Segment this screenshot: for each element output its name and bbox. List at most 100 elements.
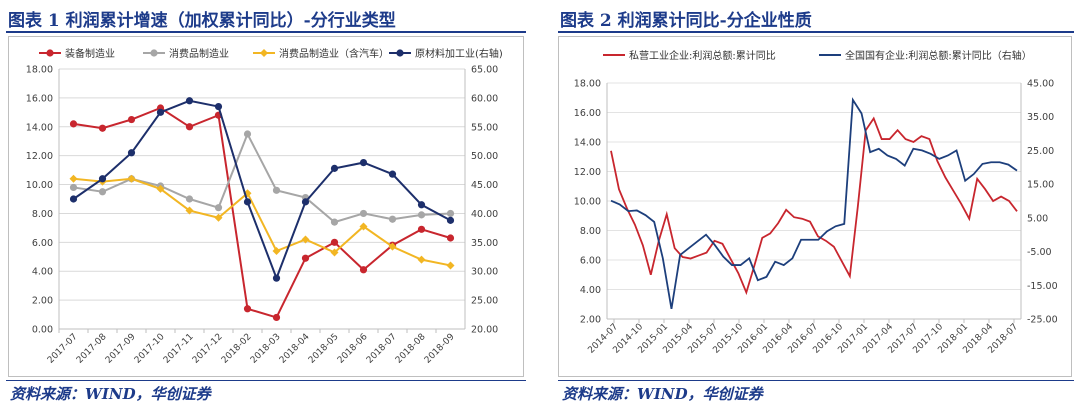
series-1-point bbox=[417, 225, 426, 233]
series-4-point bbox=[417, 201, 426, 209]
right-axis-tick-label: 40.00 bbox=[471, 209, 498, 220]
series-3-point bbox=[301, 235, 310, 244]
series-3-point bbox=[185, 206, 194, 215]
series-2-point bbox=[214, 204, 223, 212]
x-axis-tick-label: 2017-10 bbox=[133, 332, 167, 366]
series-4-point bbox=[98, 175, 107, 183]
chart-2-source: 资料来源：WIND，华创证券 bbox=[562, 385, 763, 403]
legend-label: 原材料加工业(右轴) bbox=[415, 47, 503, 60]
right-axis-tick-label: 50.00 bbox=[471, 151, 498, 162]
x-axis-tick-label: 2018-02 bbox=[220, 332, 254, 366]
series-4-point bbox=[330, 164, 339, 172]
left-axis-tick-label: 2.00 bbox=[32, 296, 53, 307]
series-1-point bbox=[446, 234, 455, 242]
x-axis-tick-label: 2017-09 bbox=[104, 332, 138, 366]
left-axis-tick-label: 4.00 bbox=[32, 267, 53, 278]
right-axis-tick-label: 25.00 bbox=[1027, 146, 1054, 157]
series-1-point bbox=[98, 124, 107, 132]
left-axis-tick-label: 0.00 bbox=[32, 325, 53, 336]
chart-1-svg: 0.00 2.00 4.00 6.00 8.00 10.00 12.00 14.00 16.00… bbox=[26, 47, 503, 366]
x-axis-tick-label: 2018-08 bbox=[394, 332, 428, 366]
chart-1-source: 资料来源：WIND，华创证券 bbox=[10, 385, 211, 403]
chart-1-title-rule bbox=[6, 31, 526, 33]
series-line-2 bbox=[610, 97, 1018, 310]
x-axis-tick-label: 2018-07 bbox=[365, 332, 399, 366]
left-axis-tick-label: 18.00 bbox=[26, 65, 53, 76]
series-3-point bbox=[330, 248, 339, 257]
series-4-point bbox=[156, 108, 165, 116]
series-line-3 bbox=[73, 177, 451, 267]
series-3-point bbox=[272, 247, 281, 255]
right-axis-tick-label: 60.00 bbox=[471, 93, 498, 104]
series-3-point bbox=[69, 174, 78, 183]
legend-swatch-marker bbox=[150, 49, 158, 57]
right-axis-tick-label: 45.00 bbox=[1027, 79, 1054, 90]
series-4-point bbox=[301, 198, 310, 206]
right-axis-tick-label: 35.00 bbox=[471, 238, 498, 249]
series-2-point bbox=[417, 211, 426, 219]
series-4-point bbox=[446, 216, 455, 224]
series-2-point bbox=[359, 209, 368, 218]
series-1-point bbox=[359, 266, 368, 274]
chart-2-title: 图表 2 利润累计同比-分企业性质 bbox=[560, 11, 812, 31]
legend-swatch-marker bbox=[46, 49, 54, 57]
right-axis-tick-label: 35.00 bbox=[1027, 112, 1054, 123]
chart-2-frame: 2.00 4.00 6.00 8.00 10.00 12.00 14.00 16.00 18.0… bbox=[558, 36, 1072, 377]
series-line-4 bbox=[72, 99, 451, 281]
series-4-point bbox=[243, 198, 252, 206]
x-axis-tick-label: 2018-06 bbox=[336, 332, 370, 366]
left-axis-tick-label: 14.00 bbox=[26, 122, 53, 133]
right-axis-tick-label: 15.00 bbox=[1027, 180, 1054, 191]
x-axis-tick-label: 2018-09 bbox=[423, 332, 457, 366]
series-4-point bbox=[69, 195, 78, 203]
series-2-point bbox=[388, 215, 397, 223]
series-1-point bbox=[127, 115, 136, 124]
left-axis-tick-label: 8.00 bbox=[580, 226, 601, 237]
left-axis-tick-label: 6.00 bbox=[580, 256, 601, 267]
left-axis-tick-label: 14.00 bbox=[574, 138, 601, 149]
series-line-1 bbox=[610, 116, 1018, 296]
series-4-point bbox=[359, 159, 368, 167]
left-axis-tick-label: 4.00 bbox=[580, 285, 601, 296]
right-axis-tick-label: 30.00 bbox=[471, 267, 498, 278]
right-axis-tick-label: -5.00 bbox=[1027, 247, 1052, 258]
legend-swatch-marker bbox=[260, 49, 268, 57]
left-axis-tick-label: 2.00 bbox=[580, 315, 601, 326]
left-axis-tick-label: 10.00 bbox=[574, 197, 601, 208]
series-3-point bbox=[388, 242, 397, 251]
x-axis-tick-label: 2017-07 bbox=[46, 332, 80, 366]
series-3-point bbox=[127, 174, 136, 183]
chart-panel-2: 图表 2 利润累计同比-分企业性质 2.00 4.00 6.00 8.00 10.00 1… bbox=[552, 0, 1080, 409]
left-axis-tick-label: 10.00 bbox=[26, 180, 53, 191]
series-3-point bbox=[214, 213, 223, 222]
right-axis-tick-label: -25.00 bbox=[1027, 315, 1058, 326]
series-3-point bbox=[417, 255, 426, 264]
x-axis-tick-label: 2018-03 bbox=[249, 332, 283, 366]
right-axis-tick-label: 55.00 bbox=[471, 122, 498, 133]
series-2-point bbox=[185, 195, 194, 203]
series-4-point bbox=[214, 102, 223, 111]
series-1-point bbox=[185, 123, 194, 131]
left-axis-tick-label: 6.00 bbox=[32, 238, 53, 249]
left-axis-tick-label: 16.00 bbox=[26, 93, 53, 104]
right-axis-tick-label: 5.00 bbox=[1027, 213, 1048, 224]
series-2-point bbox=[69, 183, 78, 192]
series-1-point bbox=[301, 254, 310, 262]
x-axis-tick-label: 2018-04 bbox=[278, 332, 312, 366]
series-2-point bbox=[330, 218, 339, 226]
series-2-point bbox=[446, 209, 455, 218]
right-axis-tick-label: 65.00 bbox=[471, 65, 498, 76]
legend-label: 消费品制造业（含汽车） bbox=[279, 47, 389, 60]
right-axis-tick-label: -15.00 bbox=[1027, 281, 1058, 292]
legend-label: 消费品制造业 bbox=[169, 47, 229, 60]
series-3-point bbox=[359, 222, 368, 231]
x-axis-tick-label: 2017-12 bbox=[191, 332, 225, 366]
series-1-point bbox=[243, 305, 252, 313]
series-4-point bbox=[185, 97, 194, 105]
series-1-point bbox=[272, 313, 281, 322]
chart-panel-1: 图表 1 利润累计增速（加权累计同比）-分行业类型 0.00 2.00 4.00 6.… bbox=[0, 0, 530, 409]
chart-1-frame: 0.00 2.00 4.00 6.00 8.00 10.00 12.00 14.00 16.00… bbox=[8, 36, 524, 377]
series-1-point bbox=[330, 238, 339, 246]
series-line-1 bbox=[73, 106, 451, 319]
series-3-point bbox=[446, 261, 455, 270]
